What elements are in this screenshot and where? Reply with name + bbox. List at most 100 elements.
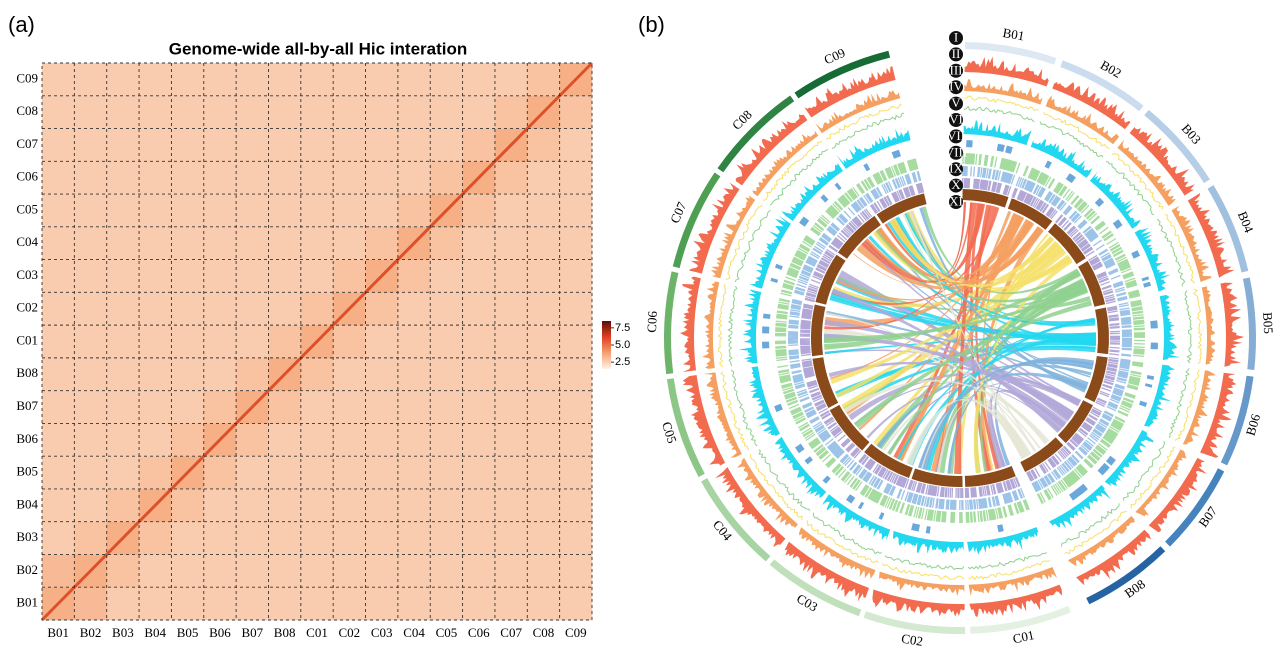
heat-cell xyxy=(268,390,302,424)
heat-cell xyxy=(300,587,334,621)
heat-cell xyxy=(268,259,302,293)
heat-cell xyxy=(300,357,334,391)
stripe-track xyxy=(962,165,1016,185)
stripe-track xyxy=(1022,165,1075,202)
heat-cell xyxy=(527,456,560,490)
stripe-track xyxy=(1011,187,1058,220)
block-track xyxy=(804,456,813,465)
link-ribbon xyxy=(887,220,1096,327)
chromosome-arc xyxy=(863,611,966,635)
heat-cell xyxy=(42,128,75,162)
heat-cell xyxy=(203,194,237,228)
histogram-track xyxy=(702,281,720,369)
line-track xyxy=(1123,440,1166,501)
link-ribbon xyxy=(925,317,1095,471)
heat-cell xyxy=(236,194,269,228)
track-badge xyxy=(949,80,963,95)
stripe-track xyxy=(1031,454,1080,493)
y-tick-label: B04 xyxy=(16,496,38,511)
link-ribbon xyxy=(823,286,1088,344)
stripe-track xyxy=(907,479,964,499)
heat-cell xyxy=(74,423,108,457)
heat-cell xyxy=(430,587,463,621)
block-track xyxy=(834,182,842,191)
stripe-track xyxy=(899,502,963,524)
histogram-track xyxy=(964,79,1043,105)
line-track xyxy=(967,551,1047,570)
heat-cell xyxy=(365,128,399,162)
gene-track xyxy=(1020,437,1064,472)
heat-cell xyxy=(462,357,496,391)
heat-cell xyxy=(300,488,334,523)
heat-cell xyxy=(430,521,463,555)
block-track xyxy=(1097,467,1106,476)
heat-cell xyxy=(42,226,75,260)
link-ribbon xyxy=(838,270,1071,422)
heat-cell xyxy=(74,259,108,293)
heat-cell xyxy=(527,521,560,555)
block-track xyxy=(1099,462,1110,473)
heat-cell xyxy=(462,456,496,490)
x-tick-label: B06 xyxy=(209,625,231,640)
chromosome-arc xyxy=(717,95,795,173)
line-track xyxy=(717,283,727,368)
heat-cell xyxy=(139,95,172,129)
y-tick-label: C08 xyxy=(16,103,38,118)
line-track xyxy=(884,555,965,571)
stripe-track xyxy=(804,248,836,303)
histogram-track xyxy=(736,457,798,528)
heat-cell xyxy=(171,194,205,228)
heat-cell xyxy=(527,390,560,424)
heat-cell xyxy=(527,423,560,457)
track-badge xyxy=(949,129,963,144)
stripe-track xyxy=(1036,463,1088,504)
heat-cell xyxy=(333,128,366,162)
heat-cell xyxy=(397,194,431,228)
block-track xyxy=(1141,276,1150,282)
stripe-track xyxy=(1117,361,1144,417)
link-ribbon xyxy=(824,213,1022,327)
histogram-track xyxy=(1067,516,1135,566)
heat-cell xyxy=(236,587,269,621)
line-track xyxy=(812,512,882,555)
block-track xyxy=(1139,400,1148,407)
heat-cell xyxy=(171,259,205,293)
heat-cell xyxy=(462,488,496,523)
diagonal xyxy=(40,61,594,622)
block-track xyxy=(878,512,885,520)
heat-cell xyxy=(494,292,528,326)
line-track xyxy=(1168,367,1190,439)
heat-cell xyxy=(462,292,496,326)
heat-cell xyxy=(365,357,399,391)
heat-cell xyxy=(365,587,399,621)
heat-cell xyxy=(236,161,269,195)
line-track xyxy=(1157,218,1186,287)
stripe-track xyxy=(869,182,925,214)
heat-cell xyxy=(494,325,528,359)
link-ribbon xyxy=(895,216,1096,345)
heat-cell xyxy=(494,587,528,621)
histogram-track xyxy=(1045,95,1119,145)
track-badge xyxy=(949,113,963,127)
histogram-track xyxy=(836,128,911,169)
link-ribbon xyxy=(836,276,1087,311)
gene-track xyxy=(1078,261,1106,307)
histogram-track xyxy=(821,494,891,541)
chromosome-label: C05 xyxy=(659,420,680,445)
heat-cell xyxy=(333,488,366,523)
heat-cell xyxy=(171,521,205,555)
line-track xyxy=(963,105,1035,123)
stripe-track xyxy=(810,186,860,237)
block-track xyxy=(891,149,901,159)
histogram-track xyxy=(784,541,869,602)
stripe-track xyxy=(1130,299,1146,358)
heat-cell xyxy=(236,456,269,490)
heat-cell xyxy=(139,390,172,424)
chromosome-arc xyxy=(970,606,1071,634)
histogram-track xyxy=(1049,485,1111,529)
heat-cell xyxy=(559,325,593,359)
line-track xyxy=(1060,503,1120,547)
track-badge xyxy=(949,63,963,78)
heat-cell xyxy=(430,259,463,293)
histogram-track xyxy=(1135,449,1187,517)
